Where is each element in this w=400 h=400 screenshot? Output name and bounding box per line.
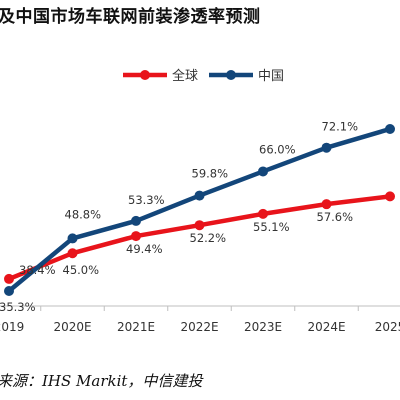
data-label-china: 72.1% [322,120,359,134]
x-tick-label: 2024E [307,320,345,334]
data-point [131,231,141,242]
x-tick-label: 2019 [0,320,24,334]
data-label-china: 53.3% [128,193,165,207]
data-label-global: 52.2% [190,231,227,245]
data-label-global: 57.6% [317,210,354,224]
x-tick-label: 2021E [117,320,155,334]
data-point [385,124,395,134]
data-point [258,208,268,219]
data-labels: 38.4% 45.0% 49.4% 52.2% 55.1% 57.6% 35.3% 48.8%… [0,120,358,314]
data-label-china: 59.8% [192,167,229,181]
data-point [67,233,78,244]
data-label-china: 66.0% [259,142,296,156]
data-label-china: 48.8% [65,207,102,221]
data-label-global: 38.4% [19,263,56,277]
data-point [258,166,268,177]
data-point [385,191,395,202]
data-point [67,248,78,259]
x-axis: 2019 2020E 2021E 2022E 2023E 2024E 2025 [0,305,400,334]
x-tick-label: 2025 [375,320,400,334]
chart-title: 及中国市场车联网前装渗透率预测 [0,7,261,27]
data-point [4,273,14,284]
legend-label: 中国 [258,69,284,84]
x-tick-label: 2020E [53,320,91,334]
legend-marker [140,70,150,80]
series-lines [4,124,395,296]
data-point [194,190,205,201]
data-label-global: 45.0% [63,263,100,277]
data-label-china: 35.3% [0,300,36,314]
source-note: 来源：IHS Markit，中信建投 [0,372,203,390]
data-point [131,215,141,226]
legend-label: 全球 [172,68,198,84]
data-label-global: 49.4% [126,242,163,256]
legend-marker [226,70,236,80]
data-label-global: 55.1% [253,220,290,234]
x-tick-label: 2023E [244,320,282,334]
data-point [194,220,205,231]
data-point [321,142,332,153]
legend: 全球 中国 [123,68,284,84]
x-tick-label: 2022E [180,320,218,334]
data-point [321,199,332,210]
data-point [4,286,14,296]
